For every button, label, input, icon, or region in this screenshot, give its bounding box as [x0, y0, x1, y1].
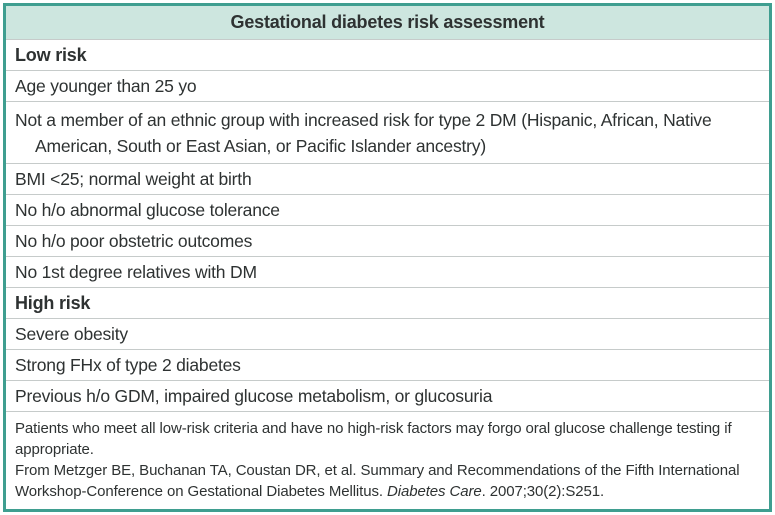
table-row-ethnic-group: Not a member of an ethnic group with inc… [6, 102, 769, 164]
table-row-glucose-tolerance: No h/o abnormal glucose tolerance [6, 195, 769, 226]
table-row-bmi: BMI <25; normal weight at birth [6, 164, 769, 195]
table-row-relatives-dm: No 1st degree relatives with DM [6, 257, 769, 288]
footnote-citation: From Metzger BE, Buchanan TA, Coustan DR… [15, 460, 760, 502]
section-header-high-risk: High risk [6, 288, 769, 319]
citation-text: From Metzger BE, Buchanan TA, Coustan DR… [15, 462, 740, 500]
table-row-severe-obesity: Severe obesity [6, 319, 769, 350]
risk-assessment-table: Gestational diabetes risk assessment Low… [3, 3, 772, 512]
table-row-fhx-diabetes: Strong FHx of type 2 diabetes [6, 350, 769, 381]
table-row-previous-gdm: Previous h/o GDM, impaired glucose metab… [6, 381, 769, 412]
section-header-low-risk: Low risk [6, 40, 769, 71]
table-row-age: Age younger than 25 yo [6, 71, 769, 102]
table-title: Gestational diabetes risk assessment [6, 6, 769, 40]
table-row-obstetric-outcomes: No h/o poor obstetric outcomes [6, 226, 769, 257]
footnote: Patients who meet all low-risk criteria … [6, 412, 769, 509]
footnote-note: Patients who meet all low-risk criteria … [15, 420, 732, 458]
citation-journal-name: Diabetes Care [387, 483, 482, 500]
citation-suffix: . 2007;30(2):S251. [481, 483, 605, 500]
